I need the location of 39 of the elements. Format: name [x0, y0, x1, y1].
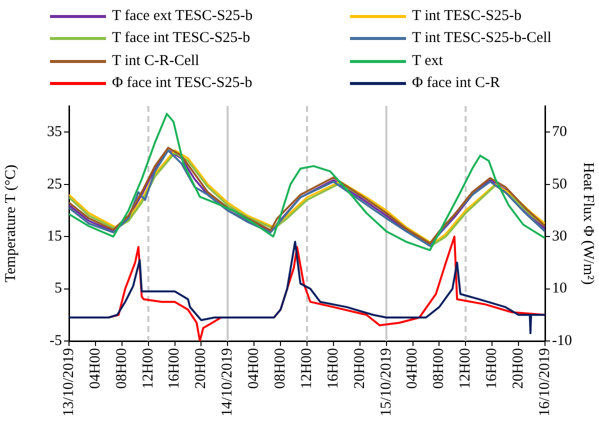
y2-tick-label: -10: [552, 332, 572, 349]
legend-label: T face ext TESC-S25-b: [112, 8, 253, 25]
y2-tick-label: 70: [552, 124, 567, 140]
x-tick-label: 12H00: [140, 348, 156, 389]
x-tick-label: 12H00: [458, 348, 474, 389]
y2-tick-label: 50: [552, 176, 567, 192]
legend-label: T int C-R-Cell: [112, 52, 200, 70]
legend-label: Φ face int C-R: [412, 75, 500, 92]
x-tick-label: 16H00: [166, 348, 183, 389]
x-tick-label: 15/10/2019: [378, 348, 394, 416]
y2-axis-title: Heat Flux Φ (W/m²): [580, 162, 596, 285]
x-tick-label: 16H00: [484, 348, 500, 389]
x-tick-label: 14/10/2019: [220, 348, 236, 416]
x-tick-label: 08H00: [114, 348, 130, 389]
y-tick-label: 25: [47, 176, 62, 192]
legend-label: T ext: [412, 52, 443, 70]
x-tick-label: 20H00: [352, 348, 368, 389]
x-tick-label: 16H00: [325, 348, 342, 389]
x-tick-label: 16/10/2019: [536, 348, 553, 416]
legend-label: T int TESC-S25-b-Cell: [412, 30, 552, 48]
legend-label: T int TESC-S25-b: [412, 8, 522, 25]
legend-label: Φ face int TESC-S25-b: [112, 75, 252, 92]
x-tick-label: 04H00: [404, 348, 421, 389]
x-tick-label: 13/10/2019: [60, 348, 77, 416]
x-tick-label: 12H00: [298, 348, 315, 389]
x-tick-label: 08H00: [272, 348, 288, 389]
y-axis-title: Temperature T (°C): [2, 164, 19, 282]
x-tick-label: 08H00: [431, 348, 448, 389]
y2-tick-label: 10: [552, 280, 567, 297]
x-tick-label: 20H00: [193, 348, 210, 389]
y-tick-label: 35: [47, 124, 62, 140]
legend-label: T face int TESC-S25-b: [112, 30, 250, 48]
y-tick-label: -5: [50, 332, 62, 349]
x-tick-label: 04H00: [87, 348, 104, 389]
y2-tick-label: 30: [552, 228, 567, 244]
x-tick-label: 04H00: [246, 348, 262, 389]
x-tick-label: 20H00: [510, 348, 526, 389]
y-tick-label: 5: [54, 280, 62, 297]
y-tick-label: 15: [47, 228, 62, 244]
